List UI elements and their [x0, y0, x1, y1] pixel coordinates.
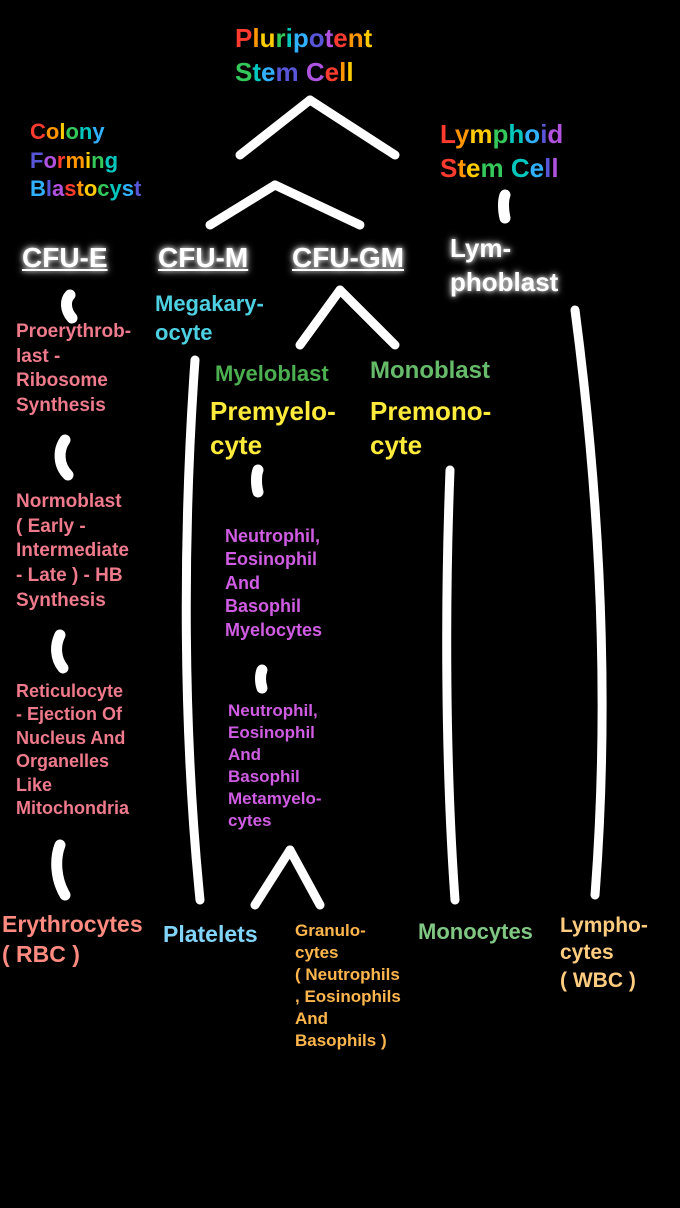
node-cfu_gm: CFU-GM: [292, 240, 404, 276]
node-normoblast: Normoblast( Early -Intermediate- Late ) …: [16, 490, 129, 613]
node-cfu_e: CFU-E: [22, 240, 108, 276]
node-granulocytes: Granulo-cytes( Neutrophils, EosinophilsA…: [295, 920, 401, 1053]
node-cfu_m: CFU-M: [158, 240, 248, 276]
node-proerythroblast: Proerythrob-last -RibosomeSynthesis: [16, 320, 131, 419]
node-premonocyte: Premono-cyte: [370, 395, 491, 463]
node-megakaryocyte: Megakary-ocyte: [155, 290, 264, 347]
node-erythrocytes: Erythrocytes( RBC ): [2, 910, 143, 970]
node-metamyelocytes: Neutrophil,EosinophilAndBasophilMetamyel…: [228, 700, 322, 833]
node-lymphocytes: Lympho-cytes( WBC ): [560, 912, 648, 994]
node-lymphoblast: Lym-phoblast: [450, 232, 558, 300]
node-myeloblast: Myeloblast: [215, 360, 329, 389]
node-reticulocyte: Reticulocyte- Ejection OfNucleus AndOrga…: [16, 680, 129, 820]
node-cfb: ColonyFormingBlastocyst: [30, 118, 141, 204]
node-platelets: Platelets: [163, 920, 258, 950]
node-myelocytes: Neutrophil,EosinophilAndBasophilMyelocyt…: [225, 525, 322, 642]
node-pluripotent: PluripotentStem Cell: [235, 22, 372, 90]
node-lymphoid_stem: LymphoidStem Cell: [440, 118, 563, 186]
node-monoblast: Monoblast: [370, 355, 490, 386]
node-monocytes: Monocytes: [418, 918, 533, 947]
node-premyelocyte: Premyelo-cyte: [210, 395, 336, 463]
